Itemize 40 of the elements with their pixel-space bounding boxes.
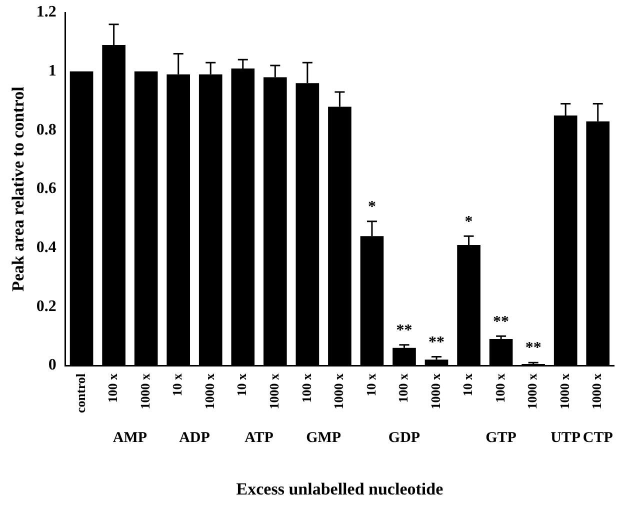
- x-tick-label: 1000 x: [428, 373, 443, 410]
- x-tick-label: 100 x: [105, 373, 120, 403]
- y-tick-label: 0.8: [36, 121, 56, 138]
- y-axis-title: Peak area relative to control: [8, 86, 28, 292]
- text: GDP: [388, 430, 420, 446]
- text: CTP: [582, 430, 613, 446]
- x-tick-label: 1000 x: [137, 373, 152, 410]
- x-tick-label: control: [72, 373, 88, 414]
- x-tick-label: 1000 x: [556, 373, 572, 410]
- data-label: *: [464, 213, 473, 230]
- x-axis-title: Excess unlabelled nucleotide: [236, 479, 444, 498]
- y-tick-label: 0: [48, 356, 56, 374]
- y-tick-label: 0.2: [36, 298, 56, 315]
- x-tick-label: 10 x: [363, 373, 378, 396]
- text: AMP: [112, 430, 148, 446]
- x-tick-label: 100 x: [396, 373, 411, 403]
- x-tick-label: 1000 x: [266, 373, 282, 410]
- text: GMP: [306, 430, 342, 446]
- x-tick-label: 1000 x: [589, 373, 604, 410]
- data-label: **: [396, 322, 412, 340]
- x-tick-label: 1000 x: [202, 373, 217, 410]
- data-label: **: [525, 340, 542, 357]
- text: GTP: [486, 430, 516, 446]
- x-tick-label: 10 x: [234, 373, 250, 396]
- x-tick-label: 1000 x: [524, 373, 540, 410]
- y-tick-label: 1.2: [36, 4, 56, 21]
- data-label: **: [428, 334, 445, 351]
- x-tick-label: 10 x: [170, 373, 185, 396]
- y-tick-label: 0.6: [36, 180, 56, 198]
- text: UTP: [550, 430, 581, 446]
- x-tick-label: 100 x: [298, 373, 314, 403]
- data-label: *: [368, 198, 376, 216]
- x-tick-label: 1000 x: [331, 373, 346, 410]
- x-tick-label: 10 x: [460, 373, 476, 396]
- y-tick-label: 1: [48, 62, 56, 80]
- text: ADP: [179, 430, 210, 446]
- data-label: **: [493, 313, 510, 330]
- text: ATP: [244, 430, 274, 446]
- x-tick-label: 100 x: [492, 373, 508, 403]
- y-tick-label: 0.4: [36, 239, 56, 256]
